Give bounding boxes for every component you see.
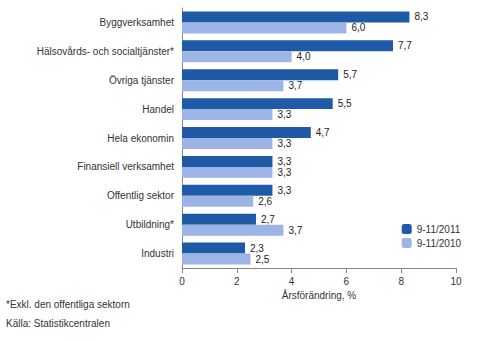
svg-text:2,7: 2,7 <box>261 214 275 225</box>
svg-text:3,7: 3,7 <box>288 80 302 91</box>
svg-text:*Exkl. den offentliga sektorn: *Exkl. den offentliga sektorn <box>6 299 130 310</box>
svg-text:Hälsovårds- och socialtjänster: Hälsovårds- och socialtjänster* <box>37 46 174 57</box>
svg-text:Offentlig sektor: Offentlig sektor <box>107 190 175 201</box>
svg-text:9-11/2010: 9-11/2010 <box>417 238 462 249</box>
svg-text:3,3: 3,3 <box>277 109 291 120</box>
svg-text:Handel: Handel <box>142 104 174 115</box>
svg-text:4,0: 4,0 <box>297 51 311 62</box>
svg-text:5,7: 5,7 <box>343 69 357 80</box>
svg-text:3,3: 3,3 <box>277 185 291 196</box>
svg-text:2: 2 <box>234 276 240 287</box>
svg-text:Utbildning*: Utbildning* <box>126 219 174 230</box>
svg-text:9-11/2011: 9-11/2011 <box>417 224 461 235</box>
svg-text:2,6: 2,6 <box>258 196 272 207</box>
svg-text:6: 6 <box>344 276 350 287</box>
svg-text:0: 0 <box>179 276 185 287</box>
svg-text:4,7: 4,7 <box>316 127 330 138</box>
svg-text:2,5: 2,5 <box>256 254 270 265</box>
svg-text:Källa: Statistikcentralen: Källa: Statistikcentralen <box>6 318 110 329</box>
svg-text:10: 10 <box>450 276 462 287</box>
svg-text:Byggverksamhet: Byggverksamhet <box>100 17 175 28</box>
svg-text:2,3: 2,3 <box>250 243 264 254</box>
svg-text:8: 8 <box>398 276 404 287</box>
svg-text:Övriga tjänster: Övriga tjänster <box>109 75 175 86</box>
svg-text:5,5: 5,5 <box>338 98 352 109</box>
svg-text:3,7: 3,7 <box>288 225 302 236</box>
svg-text:Finansiell verksamhet: Finansiell verksamhet <box>77 161 174 172</box>
svg-text:6,0: 6,0 <box>351 22 365 33</box>
svg-text:3,3: 3,3 <box>277 138 291 149</box>
svg-text:4: 4 <box>289 276 295 287</box>
svg-text:8,3: 8,3 <box>414 11 428 22</box>
svg-text:3,3: 3,3 <box>277 167 291 178</box>
svg-text:Industri: Industri <box>141 248 174 259</box>
svg-text:7,7: 7,7 <box>398 40 412 51</box>
svg-text:Hela ekonomin: Hela ekonomin <box>107 133 174 144</box>
svg-text:3,3: 3,3 <box>277 156 291 167</box>
svg-text:Årsförändring, %: Årsförändring, % <box>282 289 357 301</box>
